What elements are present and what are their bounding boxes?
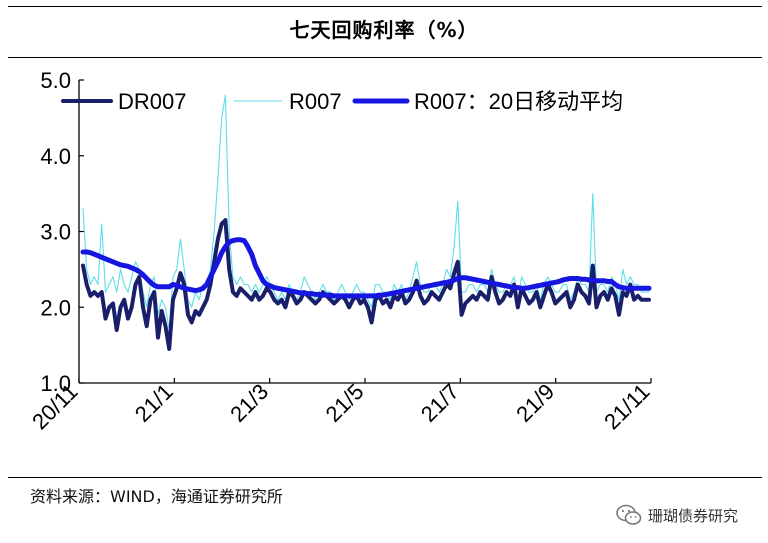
y-tick-label: 4.0 bbox=[40, 144, 71, 169]
y-tick-label: 1.0 bbox=[40, 371, 71, 396]
x-tick-label: 21/7 bbox=[416, 379, 464, 427]
watermark-text: 珊瑚债券研究 bbox=[647, 506, 738, 525]
x-tick-label: 21/3 bbox=[225, 379, 273, 427]
series-line-2 bbox=[80, 237, 652, 299]
x-tick-label: 21/5 bbox=[321, 379, 369, 427]
y-tick-label: 5.0 bbox=[40, 68, 71, 93]
legend-label-1: R007 bbox=[289, 89, 342, 114]
bottom-rule bbox=[8, 477, 762, 478]
title-rule bbox=[8, 57, 762, 58]
watermark: 珊瑚债券研究 bbox=[616, 504, 738, 526]
legend-label-2: R007：20日移动平均 bbox=[414, 89, 623, 114]
x-tick-label: 21/11 bbox=[599, 379, 654, 434]
source-note: 资料来源：WIND，海通证券研究所 bbox=[30, 487, 283, 506]
x-tick-label: 21/1 bbox=[130, 379, 178, 427]
legend-label-0: DR007 bbox=[118, 89, 186, 114]
y-tick-label: 2.0 bbox=[40, 295, 71, 320]
chart-title: 七天回购利率（%） bbox=[289, 18, 479, 42]
top-rule bbox=[8, 6, 762, 7]
repo-rate-chart: 1.02.03.04.05.020/11 21/1 21/3 21/5 21/7 21/9… bbox=[27, 68, 654, 434]
wechat-icon bbox=[616, 504, 642, 525]
x-tick-label: 21/9 bbox=[511, 379, 559, 427]
y-tick-label: 3.0 bbox=[40, 220, 71, 245]
title-bar: 七天回购利率（%） bbox=[0, 0, 768, 60]
